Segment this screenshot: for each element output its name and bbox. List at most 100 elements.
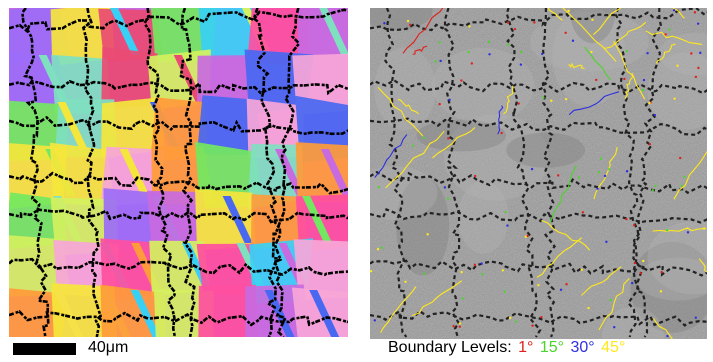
iq-boundary-dot <box>473 174 477 178</box>
iq-boundary-dot <box>591 18 594 21</box>
iq-boundary-dot <box>625 170 629 173</box>
ipf-boundary-line <box>9 208 348 224</box>
iq-dark-boundary <box>443 8 461 338</box>
iq-boundary-dot <box>690 52 693 55</box>
iq-boundary-dot <box>694 75 698 79</box>
iq-boundary-dot <box>460 270 463 274</box>
scale-bar <box>13 343 76 355</box>
iq-boundary-dot <box>686 231 690 234</box>
iq-boundary-line <box>624 72 633 99</box>
ipf-boundary-line <box>264 8 301 337</box>
iq-boundary-dot <box>524 235 527 238</box>
iq-boundary-dot <box>608 168 611 171</box>
iq-boundary-dot <box>467 50 470 54</box>
iq-boundary-dot <box>699 51 702 55</box>
iq-boundary-dot <box>447 137 450 140</box>
ipf-boundary-line <box>81 8 103 337</box>
iq-boundary-dot <box>481 273 484 276</box>
iq-boundary-line <box>549 165 577 223</box>
iq-grain-shade <box>374 47 436 131</box>
iq-boundary-dot <box>702 227 706 230</box>
ipf-grain <box>147 190 212 256</box>
iq-boundary-dot <box>625 49 628 53</box>
iq-boundary-dot <box>446 197 450 200</box>
iq-boundary-dot <box>423 272 426 275</box>
ipf-boundary-line <box>9 309 348 327</box>
iq-dark-boundary <box>370 309 707 327</box>
iq-boundary-dot <box>373 319 376 322</box>
ipf-boundaries <box>9 8 348 337</box>
iq-boundary-dot <box>439 59 442 63</box>
iq-boundary-dot <box>653 113 657 117</box>
iq-grain-shade <box>602 306 665 339</box>
iq-boundary-line <box>547 8 563 21</box>
iq-boundary-dot <box>487 40 491 44</box>
ipf-twin-lamella <box>57 102 88 149</box>
iq-noise-texture <box>370 8 707 339</box>
iq-boundary-dot <box>526 234 529 238</box>
iq-boundary-dot <box>660 270 663 274</box>
ipf-twin-lamella <box>130 290 161 337</box>
ipf-grain <box>197 95 264 156</box>
iq-boundary-dot <box>603 174 607 178</box>
iq-boundary-line <box>592 8 621 36</box>
ipf-grain <box>251 194 308 250</box>
iq-boundary-line <box>374 134 408 178</box>
iq-boundary-dot <box>504 210 507 214</box>
iq-boundary-line <box>503 85 514 115</box>
iq-boundary-dot <box>668 28 671 31</box>
iq-boundary-dot <box>533 21 536 24</box>
ipf-grain <box>198 285 259 337</box>
iq-boundary-line <box>402 8 444 54</box>
iq-boundary-dot <box>434 60 437 63</box>
iq-boundaries <box>370 8 707 339</box>
ipf-grain <box>195 188 256 251</box>
iq-boundary-dot <box>648 142 652 146</box>
ipf-boundary-line <box>252 8 288 337</box>
iq-boundary-dot <box>422 136 425 140</box>
iq-boundary-line <box>672 8 685 19</box>
iq-boundary-dot <box>452 325 455 328</box>
iq-boundary-dot <box>642 78 646 82</box>
boundary-levels-legend: Boundary Levels: 1° 15° 30° 45° <box>388 339 627 357</box>
iq-boundary-dot <box>376 248 380 251</box>
iq-boundary-dot <box>597 171 601 174</box>
iq-boundary-dot <box>461 297 465 300</box>
ipf-grain <box>101 47 159 109</box>
iq-boundary-dot <box>520 50 523 53</box>
ipf-twin-lamella <box>319 8 348 55</box>
iq-boundary-line <box>698 258 707 273</box>
iq-dark-boundary <box>370 207 707 224</box>
ipf-twin-lamella <box>302 196 333 243</box>
iq-boundary-dot <box>531 324 534 327</box>
iq-boundary-dot <box>577 176 581 179</box>
iq-boundary-dot <box>596 187 599 190</box>
iq-boundary-dot <box>639 271 642 275</box>
iq-boundary-dot <box>406 19 410 23</box>
iq-boundary-dot <box>448 98 451 102</box>
iq-boundary-dot <box>506 224 509 227</box>
iq-boundary-dot <box>680 184 684 188</box>
ipf-boundary-line <box>9 115 348 136</box>
iq-boundary-dot <box>470 62 474 65</box>
iq-boundary-dot <box>408 23 412 27</box>
iq-boundary-dot <box>506 21 510 24</box>
iq-boundary-line <box>645 30 703 45</box>
iq-grain-shade <box>647 52 707 130</box>
iq-dark-boundary <box>505 8 542 338</box>
iq-boundary-dot <box>404 280 407 284</box>
iq-boundary-line <box>497 105 504 135</box>
iq-boundary-dot <box>672 9 676 12</box>
iq-boundary-dot <box>648 101 651 105</box>
iq-boundary-dot <box>599 157 603 160</box>
iq-boundary-dot <box>697 66 700 70</box>
iq-boundary-dot <box>537 283 540 287</box>
iq-dark-boundary <box>541 8 556 338</box>
iq-boundary-dot <box>625 217 628 221</box>
legend-level-45: 45° <box>601 339 626 356</box>
iq-boundary-line <box>584 46 611 81</box>
ipf-twin-lamella <box>110 8 140 55</box>
iq-boundary-dot <box>370 270 373 273</box>
iq-boundary-dot <box>595 78 598 82</box>
iq-dark-boundary <box>627 8 663 338</box>
